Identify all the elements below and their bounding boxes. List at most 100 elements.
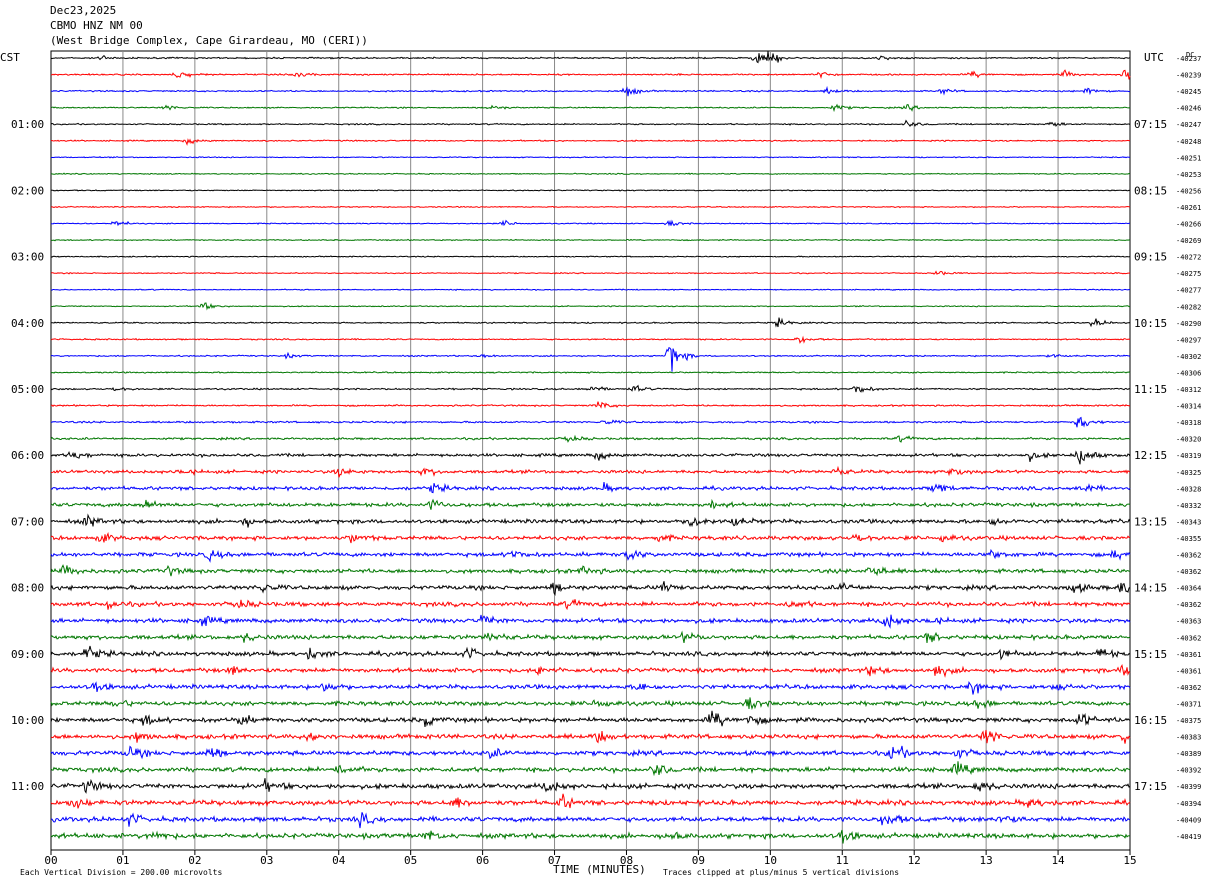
dc-offset-label: -40320: [1176, 436, 1201, 444]
x-tick-label: 14: [1051, 854, 1065, 867]
dc-offset-label: -40256: [1176, 187, 1201, 195]
trace-line: [50, 710, 1131, 727]
cst-time-label: 07:00: [11, 515, 44, 528]
x-tick-label: 09: [692, 854, 705, 867]
dc-offset-label: -40266: [1176, 221, 1201, 229]
dc-offset-label: -40362: [1176, 634, 1201, 642]
dc-offset-label: -40361: [1176, 667, 1201, 675]
trace-line: [50, 434, 1131, 443]
dc-offset-label: -40362: [1176, 601, 1201, 609]
trace-line: [50, 85, 1131, 97]
x-tick-label: 01: [116, 854, 129, 867]
dc-offset-label: -40245: [1176, 88, 1201, 96]
dc-offset-label: -40364: [1176, 585, 1201, 593]
dc-offset-label: -40355: [1176, 535, 1201, 543]
trace-line: [50, 384, 1131, 393]
cst-time-label: 05:00: [11, 383, 44, 396]
trace-line: [50, 599, 1131, 611]
utc-axis-label: UTC: [1144, 51, 1164, 64]
trace-line: [50, 335, 1131, 344]
trace-line: [50, 270, 1131, 276]
header-date: Dec23,2025: [50, 4, 117, 17]
dc-offset-label: -40269: [1176, 237, 1201, 245]
trace-line: [50, 498, 1131, 510]
trace-line: [50, 288, 1131, 292]
dc-offset-label: -40253: [1176, 171, 1201, 179]
trace-line: [50, 829, 1131, 844]
dc-offset-label: -40363: [1176, 618, 1201, 626]
x-tick-label: 06: [476, 854, 489, 867]
x-tick-label: 07: [548, 854, 561, 867]
x-axis-title: TIME (MINUTES): [553, 863, 646, 876]
dc-offset-label: -40362: [1176, 552, 1201, 560]
header-location: (West Bridge Complex, Cape Girardeau, MO…: [50, 34, 368, 47]
dc-offset-label: -40362: [1176, 684, 1201, 692]
utc-time-label: 17:15: [1134, 780, 1167, 793]
trace-line: [50, 793, 1131, 809]
dc-offset-label: -40383: [1176, 734, 1201, 742]
dc-offset-label: -40375: [1176, 717, 1201, 725]
cst-axis-label: CST: [0, 51, 20, 64]
utc-time-label: 07:15: [1134, 118, 1167, 131]
trace-line: [50, 812, 1131, 829]
dc-offset-label: -40248: [1176, 138, 1201, 146]
dc-offset-label: -40419: [1176, 833, 1201, 841]
cst-time-label: 02:00: [11, 184, 44, 197]
dc-label: DC: [1186, 51, 1194, 59]
dc-offset-label: -40275: [1176, 270, 1201, 278]
x-tick-label: 00: [44, 854, 57, 867]
utc-time-label: 15:15: [1134, 648, 1167, 661]
trace-line: [50, 119, 1131, 128]
cst-time-label: 11:00: [11, 780, 44, 793]
dc-offset-label: -40362: [1176, 568, 1201, 576]
scale-note: Each Vertical Division = 200.00 microvol…: [20, 868, 222, 877]
trace-line: [50, 401, 1131, 409]
x-tick-label: 08: [620, 854, 633, 867]
trace-line: [51, 219, 1130, 227]
dc-offset-label: -40343: [1176, 518, 1201, 526]
dc-offset-label: -40332: [1176, 502, 1201, 510]
trace-line: [50, 778, 1131, 794]
trace-line: [51, 465, 1131, 478]
utc-time-label: 09:15: [1134, 251, 1167, 264]
trace-line: [50, 729, 1131, 744]
header-station: CBMO HNZ NM 00: [50, 19, 143, 32]
x-tick-label: 15: [1123, 854, 1136, 867]
dc-offset-label: -40394: [1176, 800, 1201, 808]
dc-offset-label: -40251: [1176, 154, 1201, 162]
trace-line: [50, 564, 1131, 577]
utc-time-label: 10:15: [1134, 317, 1167, 330]
x-tick-label: 02: [188, 854, 201, 867]
trace-line: [50, 630, 1131, 643]
plot-grid: [50, 50, 1131, 855]
utc-time-label: 16:15: [1134, 714, 1167, 727]
dc-offset-label: -40371: [1176, 700, 1201, 708]
dc-offset-label: -40302: [1176, 353, 1201, 361]
trace-line: [50, 614, 1131, 629]
trace-line: [50, 189, 1131, 192]
utc-time-label: 13:15: [1134, 515, 1167, 528]
dc-offset-label: -40246: [1176, 105, 1201, 113]
trace-line: [50, 371, 1131, 375]
utc-time-label: 11:15: [1134, 383, 1167, 396]
x-tick-label: 05: [404, 854, 417, 867]
trace-line: [50, 238, 1131, 242]
utc-time-label: 12:15: [1134, 449, 1167, 462]
trace-line: [51, 317, 1131, 328]
dc-offset-label: -40272: [1176, 254, 1201, 262]
cst-time-label: 03:00: [11, 251, 44, 264]
trace-line: [50, 69, 1131, 80]
seismic-traces: [50, 51, 1131, 844]
dc-offset-label: -40389: [1176, 750, 1201, 758]
trace-line: [50, 172, 1131, 175]
clip-note: Traces clipped at plus/minus 5 vertical …: [663, 868, 899, 877]
trace-line: [50, 697, 1131, 711]
utc-time-label: 14:15: [1134, 582, 1167, 595]
dc-offset-label: -40261: [1176, 204, 1201, 212]
trace-line: [50, 302, 1131, 311]
cst-time-label: 08:00: [11, 582, 44, 595]
dc-offset-label: -40247: [1176, 121, 1201, 129]
dc-offset-label: -40328: [1176, 485, 1201, 493]
axis-labels: 00 01 02 03 04 05 06 07 08 09 10 11 12 13 14 15 -40237 -4…: [11, 55, 1201, 867]
